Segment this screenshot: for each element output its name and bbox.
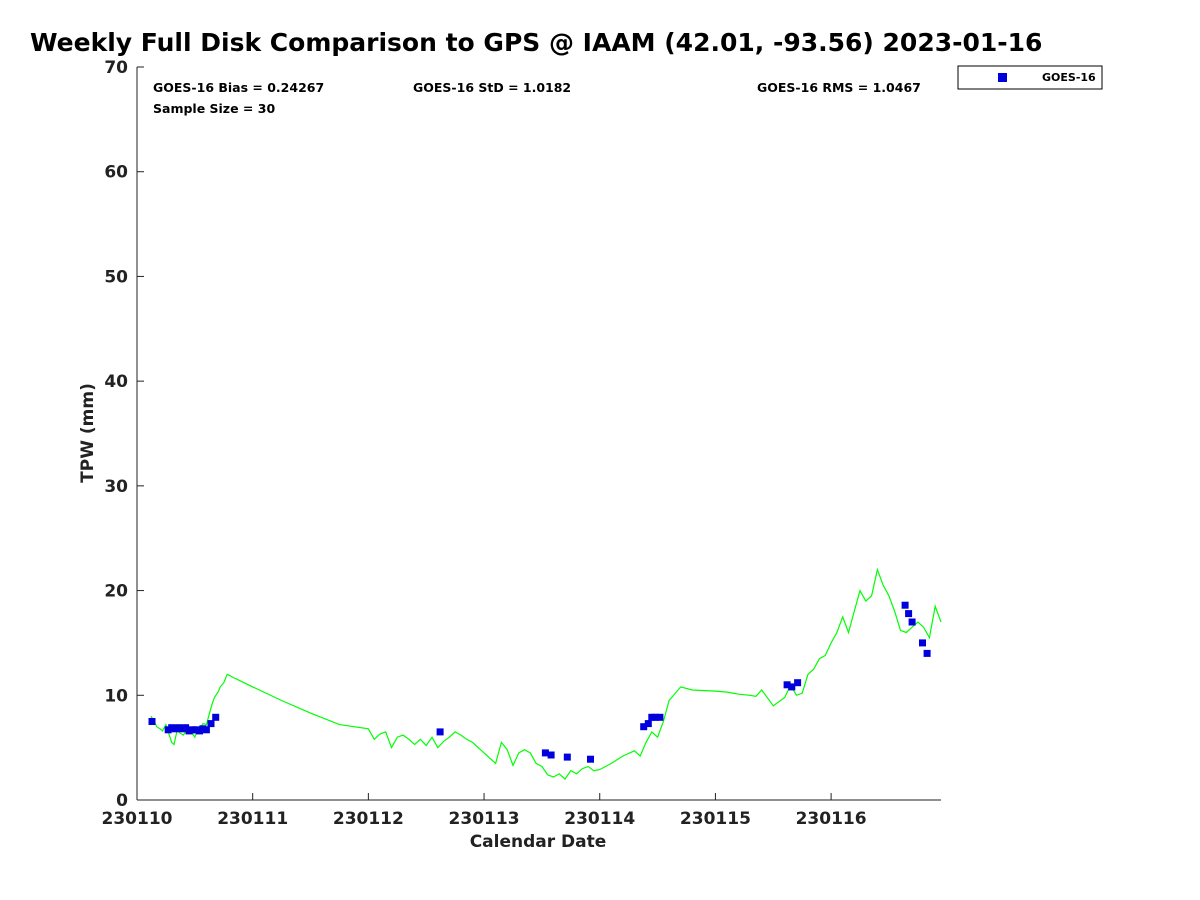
- goes-16-point: [212, 713, 220, 721]
- goes-16-point: [644, 720, 652, 728]
- legend: GOES-16: [957, 65, 1103, 90]
- legend-box: [957, 65, 1103, 90]
- x-tick-label: 230115: [680, 809, 751, 829]
- goes-16-point: [794, 679, 802, 687]
- goes-16-point: [788, 683, 796, 691]
- goes-16-point: [148, 718, 156, 725]
- gps-tpw-line-series: [150, 567, 942, 781]
- axes: 0 10 20 30 40 50 60 70 230110 230111 230112 230113 2…: [102, 58, 941, 829]
- bias-stat: GOES-16 Bias = 0.24267: [153, 80, 324, 95]
- goes-16-point: [587, 755, 594, 763]
- gps-tpw-line: [150, 567, 942, 781]
- x-tick-label: 230114: [564, 809, 635, 829]
- y-tick-label: 0: [116, 791, 128, 811]
- chart-title: Weekly Full Disk Comparison to GPS @ IAA…: [30, 28, 1043, 57]
- goes-16-point: [656, 713, 664, 721]
- y-tick-label: 10: [104, 686, 128, 706]
- goes-16-point: [202, 726, 210, 734]
- goes-16-marker-series: [148, 601, 931, 763]
- y-tick-label: 50: [104, 267, 128, 287]
- std-stat: GOES-16 StD = 1.0182: [413, 80, 571, 95]
- y-tick-label: 70: [104, 58, 128, 78]
- goes-16-point: [923, 649, 931, 657]
- rms-stat: GOES-16 RMS = 1.0467: [757, 80, 921, 95]
- x-axis-label: Calendar Date: [470, 832, 607, 852]
- goes-16-point: [547, 751, 555, 759]
- y-tick-label: 30: [104, 477, 128, 497]
- goes-16-point: [651, 713, 659, 721]
- x-tick-label: 230113: [449, 809, 520, 829]
- x-tick-label: 230116: [796, 809, 867, 829]
- legend-marker-goes-16: [998, 73, 1007, 82]
- goes-16-point: [901, 601, 909, 609]
- x-tick-label: 230112: [333, 809, 404, 829]
- y-tick-label: 60: [104, 163, 128, 183]
- goes-16-point: [905, 610, 913, 618]
- goes-16-point: [908, 618, 916, 626]
- goes-16-point: [436, 728, 444, 736]
- x-tick-label: 230111: [217, 809, 288, 829]
- goes-16-point: [563, 753, 571, 761]
- sample-size-stat: Sample Size = 30: [153, 101, 275, 116]
- goes-16-point: [640, 723, 648, 731]
- goes-16-point: [919, 639, 926, 647]
- x-tick-label: 230110: [102, 809, 173, 829]
- legend-label-goes-16: GOES-16: [1042, 71, 1096, 84]
- goes-16-point: [207, 720, 215, 728]
- y-axis-label: TPW (mm): [78, 383, 98, 483]
- y-tick-label: 20: [104, 582, 128, 602]
- goes-16-point: [783, 681, 791, 689]
- y-tick-label: 40: [104, 372, 128, 392]
- goes-16-point: [541, 749, 549, 757]
